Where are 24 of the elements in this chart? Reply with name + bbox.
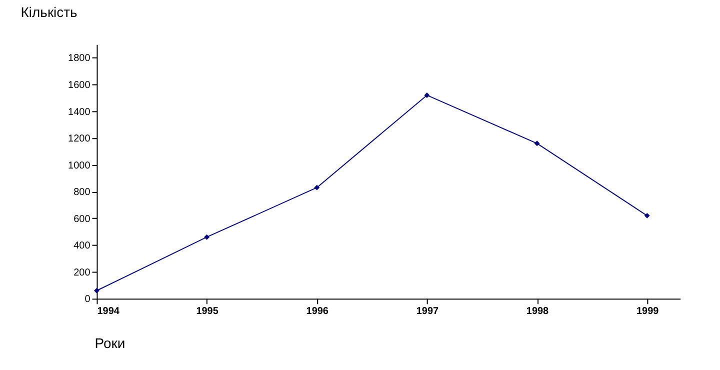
y-tick-label: 1400 [68,106,91,118]
point [314,184,320,190]
x-tick-label: 1998 [526,306,550,318]
y-tick-label: 200 [74,267,91,278]
x-axis-title: Роки [94,335,126,352]
x-tick-label: 1996 [306,306,329,318]
x-tick-label: 1994 [97,306,120,318]
y-tick-label: 600 [74,214,91,225]
x-tick-label: 1999 [636,306,660,318]
point [94,288,100,294]
x-tick-label: 1995 [196,306,219,318]
point [534,140,540,146]
point [644,212,650,218]
y-tick-label: 1800 [68,53,91,64]
y-axis-title: Кількість [20,4,78,20]
y-tick-label: 400 [74,240,91,252]
y-tick-label: 1600 [68,80,91,92]
y-tick-label: 800 [74,187,91,198]
y-tick-label: 1200 [68,134,91,145]
point [424,92,430,98]
x-tick-label: 1997 [416,306,439,318]
point [204,234,210,240]
y-tick-label: 1000 [68,160,91,172]
y-tick-label: 0 [84,294,91,306]
